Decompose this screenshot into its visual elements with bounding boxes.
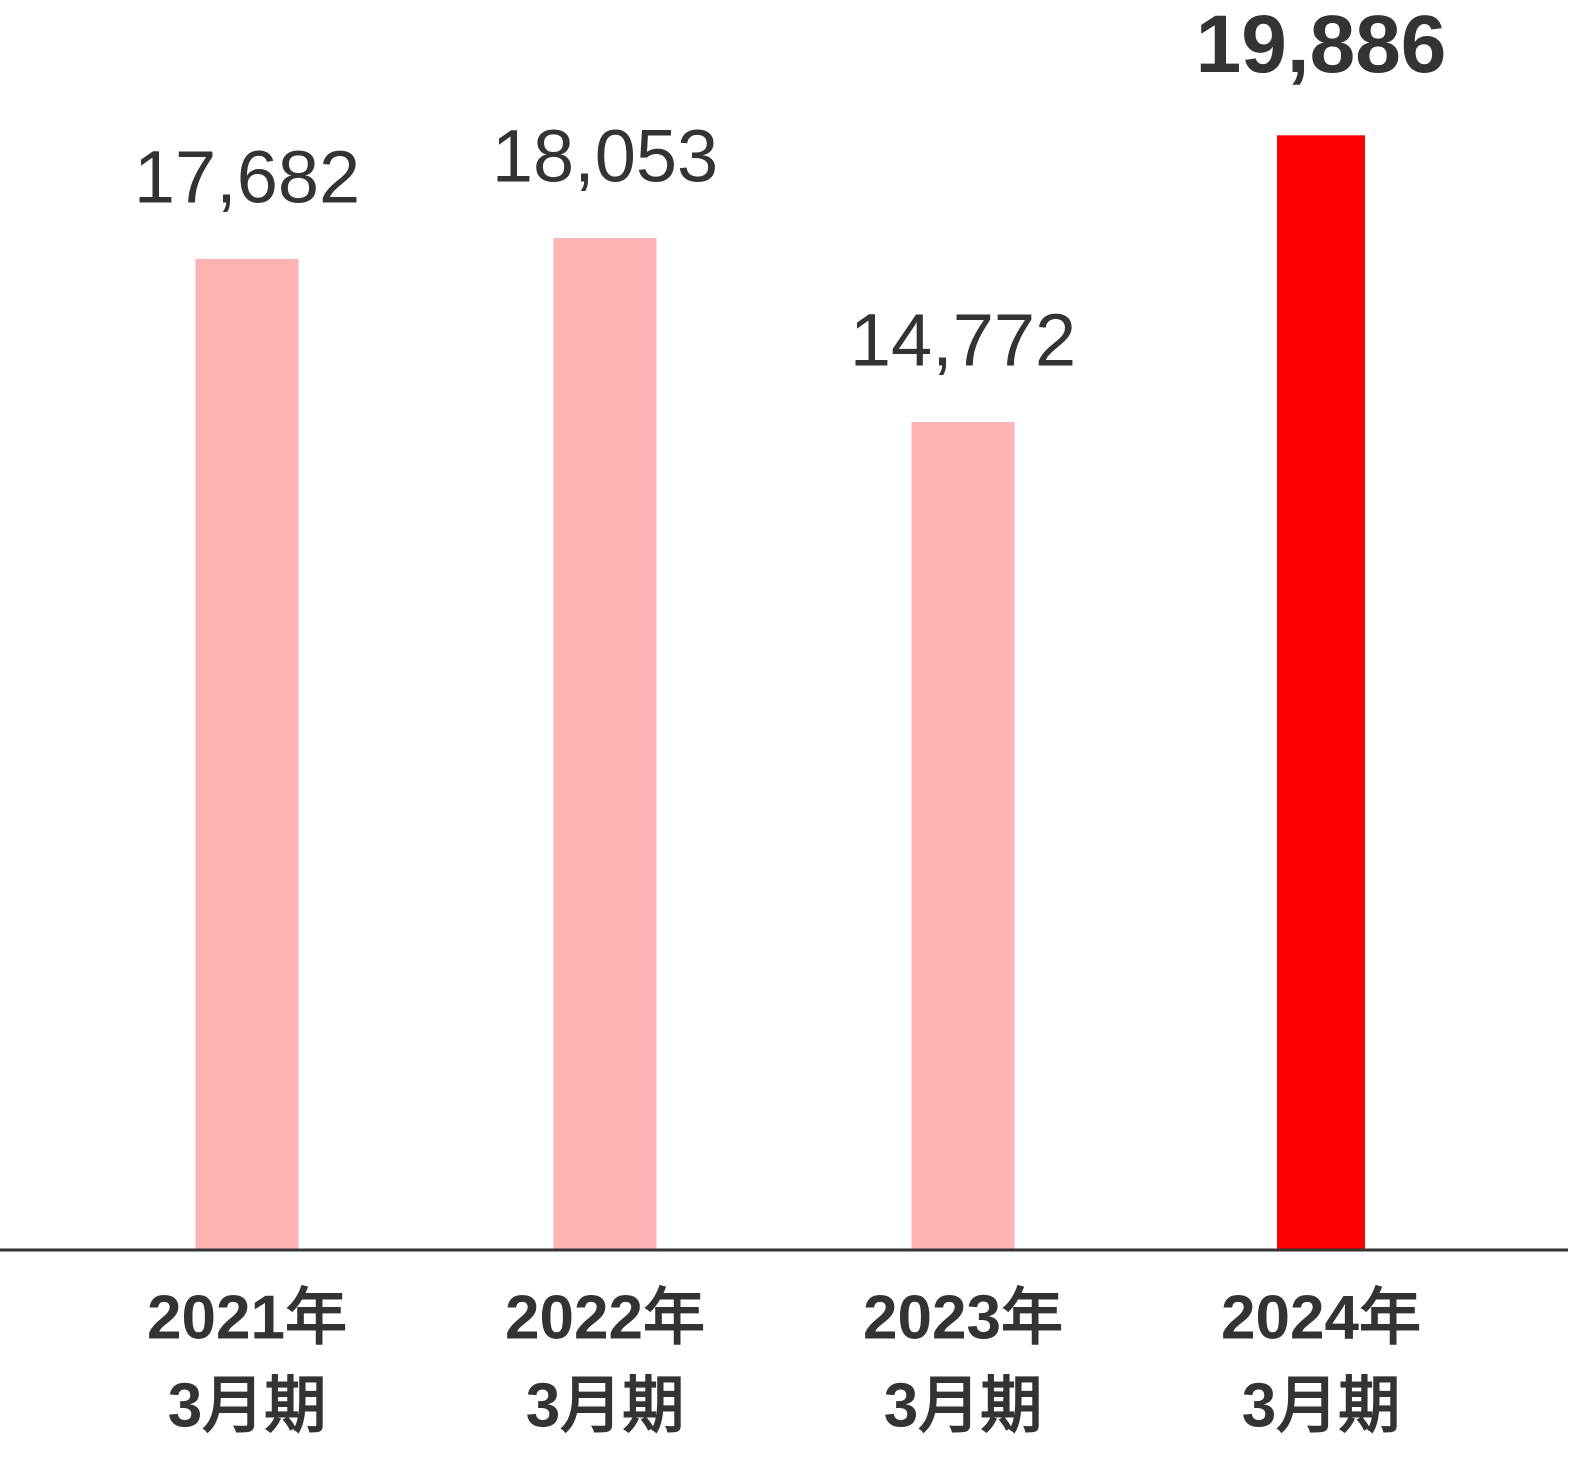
x-tick-label: 2023年 bbox=[863, 1283, 1063, 1352]
value-label: 17,682 bbox=[134, 135, 360, 218]
x-tick-label: 3月期 bbox=[884, 1371, 1042, 1440]
x-tick-label: 2022年 bbox=[505, 1283, 705, 1352]
x-tick-label: 3月期 bbox=[1242, 1371, 1400, 1440]
x-tick-label: 2024年 bbox=[1221, 1283, 1421, 1352]
bar bbox=[911, 421, 1015, 1250]
x-tick-label: 2021年 bbox=[147, 1283, 347, 1352]
bar bbox=[553, 238, 657, 1250]
value-label: 19,886 bbox=[1196, 0, 1447, 90]
x-tick-label: 3月期 bbox=[526, 1371, 684, 1440]
value-label: 14,772 bbox=[850, 299, 1076, 382]
x-tick-label: 3月期 bbox=[168, 1371, 326, 1440]
bar bbox=[1277, 135, 1365, 1250]
value-label: 18,053 bbox=[492, 115, 718, 198]
bar bbox=[195, 258, 299, 1250]
